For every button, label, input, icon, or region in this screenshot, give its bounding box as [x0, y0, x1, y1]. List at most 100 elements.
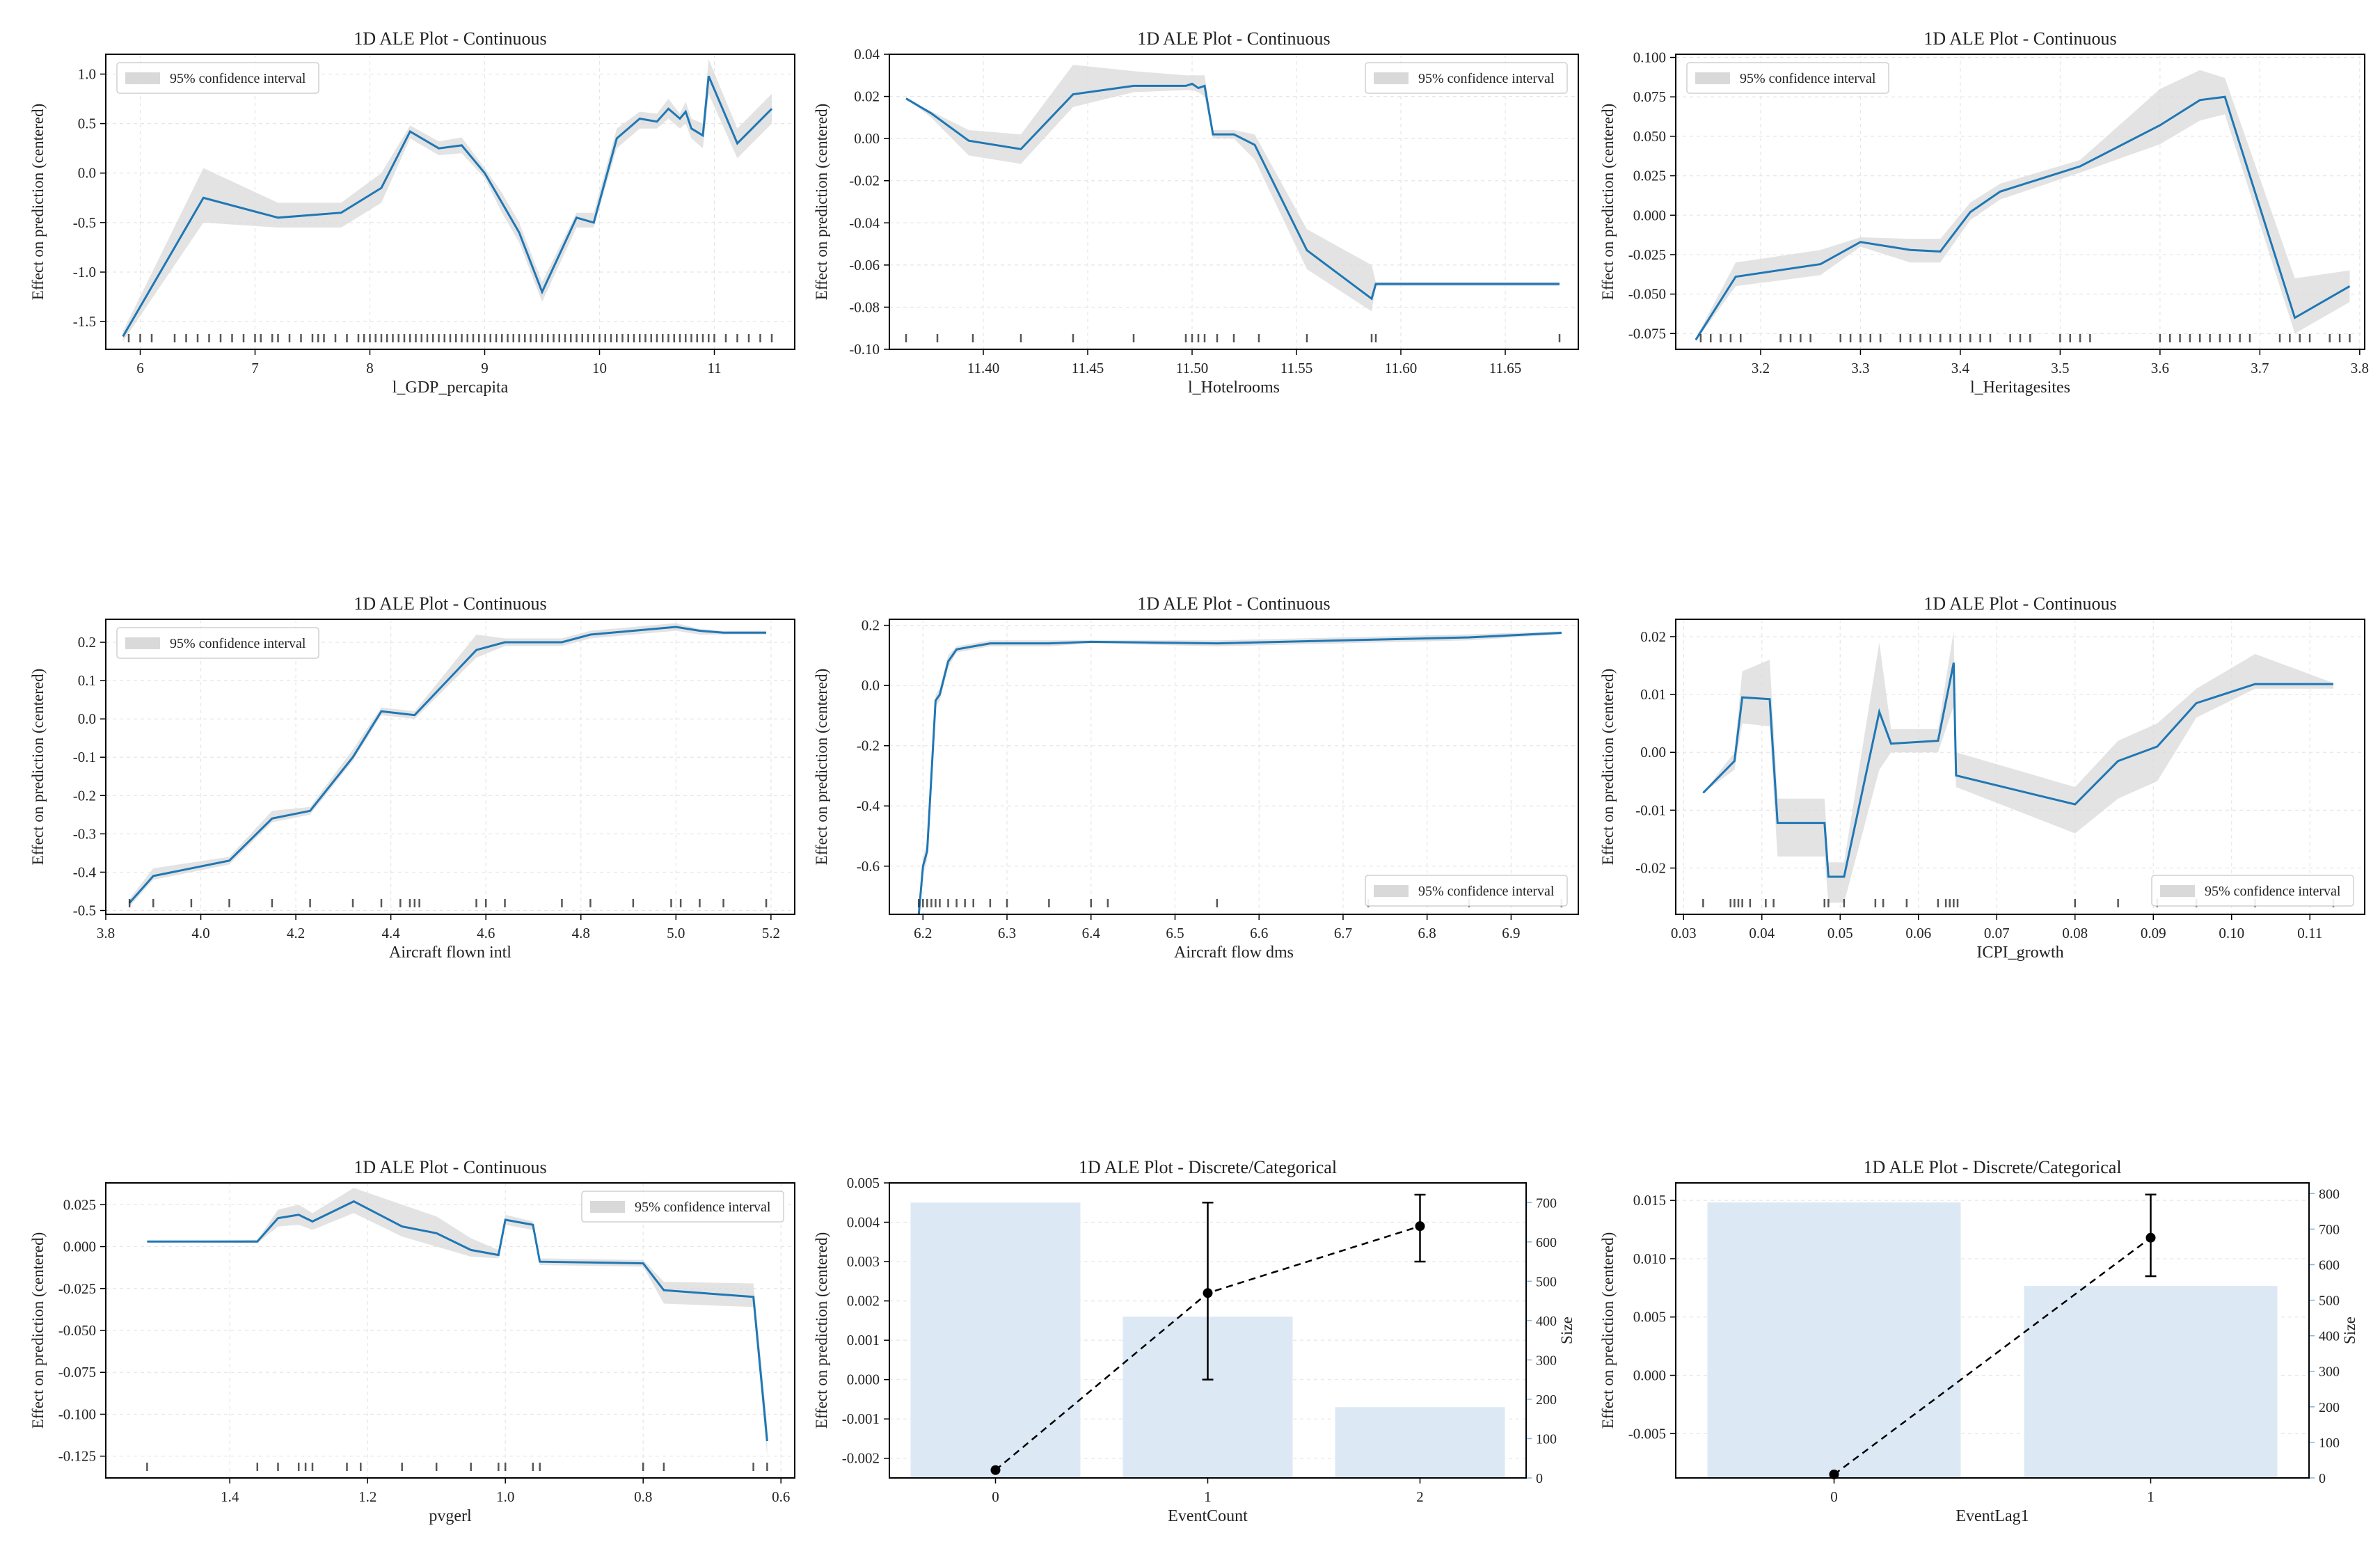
- y-tick-label: -0.025: [58, 1280, 96, 1297]
- y-axis-label: Effect on prediction (centered): [1599, 1232, 1617, 1429]
- y-tick-label: -0.04: [849, 214, 880, 231]
- y-tick-label: 0.005: [847, 1175, 880, 1191]
- plot-frame: [1675, 54, 2365, 350]
- y-tick-label: 0.004: [847, 1214, 880, 1231]
- x-tick-label: 0.6: [772, 1488, 790, 1505]
- y-tick-label: -0.050: [58, 1322, 96, 1339]
- effect-point: [2145, 1232, 2156, 1243]
- legend-swatch: [1374, 885, 1409, 897]
- legend: 95% confidence interval: [581, 1191, 784, 1223]
- y-tick-label: 0.02: [1640, 628, 1666, 645]
- legend: 95% confidence interval: [116, 62, 319, 94]
- y-tick-label: -0.02: [849, 173, 880, 189]
- x-axis-label: l_Heritagesites: [1970, 379, 2070, 397]
- x-tick-label: 4.0: [191, 925, 209, 941]
- effect-point: [1203, 1288, 1213, 1298]
- y-tick-label: -0.4: [73, 864, 97, 880]
- legend-swatch: [590, 1201, 625, 1213]
- y-tick-label: 0.00: [854, 130, 880, 147]
- effect-point: [1415, 1221, 1425, 1232]
- y-tick-label: 0.02: [854, 88, 880, 105]
- legend-label: 95% confidence interval: [170, 71, 306, 86]
- legend-label: 95% confidence interval: [170, 636, 306, 651]
- x-tick-label: 8: [366, 360, 374, 376]
- y-tick-label: 0.002: [847, 1293, 880, 1310]
- ale-series-line: [917, 632, 1562, 915]
- size-axis-label: Size: [1558, 1317, 1576, 1344]
- legend-swatch: [1695, 72, 1730, 84]
- x-tick-label: 6.4: [1082, 925, 1101, 941]
- x-tick-label: 3.7: [2251, 360, 2269, 376]
- legend: 95% confidence interval: [1365, 875, 1568, 907]
- size-tick-label: 400: [2319, 1329, 2340, 1344]
- y-tick-label: 1.0: [78, 65, 96, 82]
- x-tick-label: 7: [251, 360, 259, 376]
- x-tick-label: 0.05: [1827, 925, 1853, 941]
- y-tick-label: 0.2: [862, 617, 880, 634]
- y-tick-label: -0.5: [73, 902, 96, 918]
- x-tick-label: 6.3: [998, 925, 1016, 941]
- chart-panel-3: 1D ALE Plot - Continuous Effect on predic…: [1599, 29, 2369, 397]
- x-axis-label: EventLag1: [1955, 1507, 2029, 1525]
- y-tick-label: 0.001: [847, 1332, 880, 1349]
- y-tick-label: -0.075: [1628, 325, 1666, 342]
- y-tick-label: 0.025: [1633, 168, 1666, 184]
- y-tick-label: -0.075: [58, 1364, 96, 1381]
- x-axis-label: l_GDP_percapita: [392, 379, 509, 397]
- chart-title: 1D ALE Plot - Continuous: [1137, 594, 1330, 614]
- size-bar: [2024, 1286, 2278, 1478]
- x-tick-label: 4.6: [477, 925, 495, 941]
- x-axis-label: ICPI_growth: [1976, 944, 2063, 962]
- y-axis-label: Effect on prediction (centered): [813, 104, 830, 300]
- chart-title: 1D ALE Plot - Continuous: [1923, 594, 2116, 614]
- chart-title: 1D ALE Plot - Continuous: [1923, 29, 2116, 49]
- chart-title: 1D ALE Plot - Discrete/Categorical: [1863, 1157, 2121, 1177]
- y-tick-label: -0.06: [849, 257, 880, 273]
- confidence-band: [147, 1188, 768, 1456]
- y-tick-label: 0.01: [1640, 686, 1666, 703]
- y-axis-label: Effect on prediction (centered): [1599, 104, 1617, 300]
- x-tick-label: 10: [592, 360, 607, 376]
- confidence-band: [906, 65, 1560, 312]
- x-tick-label: 4.8: [572, 925, 590, 941]
- effect-point: [990, 1465, 1001, 1475]
- x-tick-label: 0.08: [2062, 925, 2088, 941]
- y-tick-label: 0.2: [78, 634, 96, 651]
- size-bar: [1707, 1202, 1961, 1478]
- legend-label: 95% confidence interval: [1418, 71, 1555, 86]
- effect-line: [1833, 1236, 2152, 1476]
- x-tick-label: 0.03: [1671, 925, 1697, 941]
- y-tick-label: -0.2: [857, 738, 880, 754]
- size-tick-label: 500: [2319, 1294, 2340, 1309]
- x-tick-label: 1.4: [221, 1488, 239, 1505]
- x-axis-label: EventCount: [1168, 1507, 1248, 1525]
- y-tick-label: -0.08: [849, 299, 880, 315]
- y-tick-label: -0.01: [1635, 802, 1666, 818]
- x-tick-label: 0.07: [1984, 925, 2010, 941]
- legend-box: [1365, 875, 1568, 907]
- confidence-band: [1695, 70, 2350, 342]
- x-tick-label: 4.2: [287, 925, 305, 941]
- y-tick-label: 0.000: [1633, 207, 1666, 223]
- chart-panel-9: 1D ALE Plot - Discrete/Categorical Effect…: [1599, 1157, 2358, 1525]
- legend: 95% confidence interval: [116, 627, 319, 659]
- y-tick-label: 0.0: [78, 710, 96, 727]
- plot-frame: [105, 1182, 795, 1479]
- y-tick-label: 0.005: [1633, 1309, 1666, 1326]
- x-tick-label: 0: [992, 1488, 999, 1505]
- y-tick-label: -0.050: [1628, 286, 1666, 303]
- size-tick-label: 700: [1536, 1195, 1557, 1211]
- y-tick-label: -0.3: [73, 825, 96, 842]
- legend-box: [2151, 875, 2354, 907]
- ale-series-line: [147, 1200, 768, 1442]
- size-tick-label: 600: [2319, 1257, 2340, 1273]
- plot-frame: [1675, 1182, 2310, 1479]
- x-tick-label: 3.2: [1752, 360, 1770, 376]
- y-tick-label: 0.075: [1633, 88, 1666, 105]
- legend: 95% confidence interval: [1686, 62, 1889, 94]
- size-tick-label: 100: [1536, 1431, 1557, 1447]
- y-tick-label: 0.000: [63, 1239, 96, 1255]
- x-tick-label: 0.04: [1749, 925, 1775, 941]
- y-tick-label: 0.0: [78, 165, 96, 182]
- x-tick-label: 9: [481, 360, 489, 376]
